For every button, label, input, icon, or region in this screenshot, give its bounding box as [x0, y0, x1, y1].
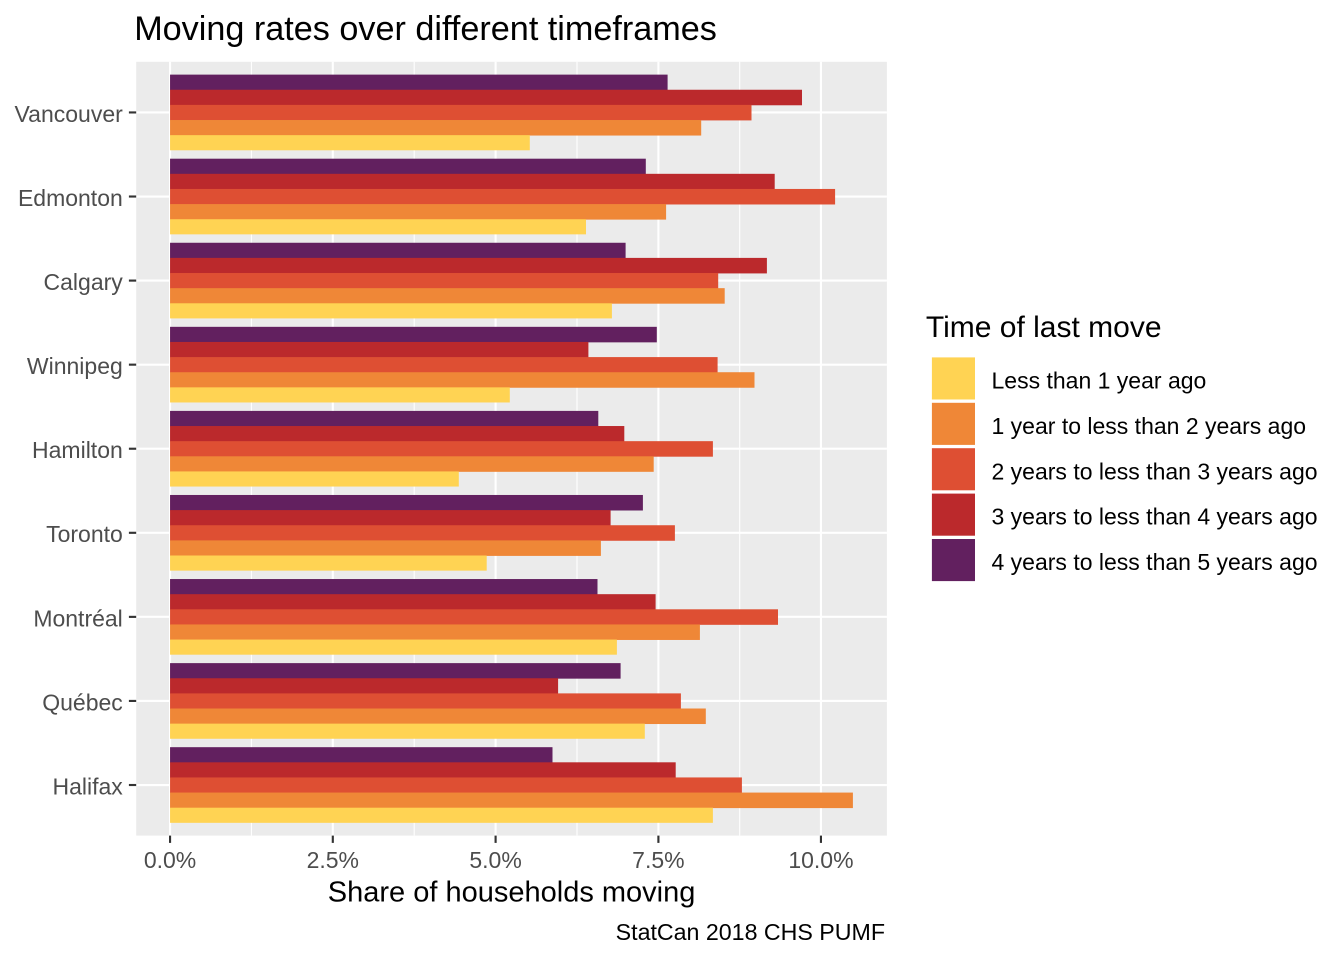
svg-text:1 year to less than 2 years ag: 1 year to less than 2 years ago: [992, 413, 1307, 439]
svg-text:Time of last move: Time of last move: [926, 311, 1162, 344]
svg-text:Toronto: Toronto: [46, 521, 123, 547]
svg-text:2 years to less than 3 years a: 2 years to less than 3 years ago: [992, 458, 1318, 484]
svg-text:Winnipeg: Winnipeg: [27, 353, 123, 379]
svg-text:Québec: Québec: [42, 689, 123, 715]
svg-text:Edmonton: Edmonton: [18, 185, 123, 211]
svg-text:Moving rates over different ti: Moving rates over different timeframes: [134, 10, 717, 48]
svg-text:3 years to less than 4 years a: 3 years to less than 4 years ago: [992, 504, 1318, 530]
svg-text:Share of households moving: Share of households moving: [328, 877, 696, 909]
svg-text:0.0%: 0.0%: [144, 847, 196, 873]
svg-text:Calgary: Calgary: [44, 269, 124, 295]
svg-text:10.0%: 10.0%: [788, 847, 853, 873]
svg-text:7.5%: 7.5%: [632, 847, 684, 873]
svg-text:5.0%: 5.0%: [469, 847, 521, 873]
svg-text:Less than 1 year ago: Less than 1 year ago: [992, 368, 1207, 394]
svg-text:4 years to less than 5 years a: 4 years to less than 5 years ago: [992, 549, 1318, 575]
svg-text:2.5%: 2.5%: [307, 847, 359, 873]
svg-text:Halifax: Halifax: [52, 773, 123, 799]
svg-text:Vancouver: Vancouver: [15, 101, 124, 127]
svg-text:StatCan 2018 CHS PUMF: StatCan 2018 CHS PUMF: [616, 919, 885, 945]
svg-text:Hamilton: Hamilton: [32, 437, 123, 463]
svg-text:Montréal: Montréal: [33, 605, 122, 631]
